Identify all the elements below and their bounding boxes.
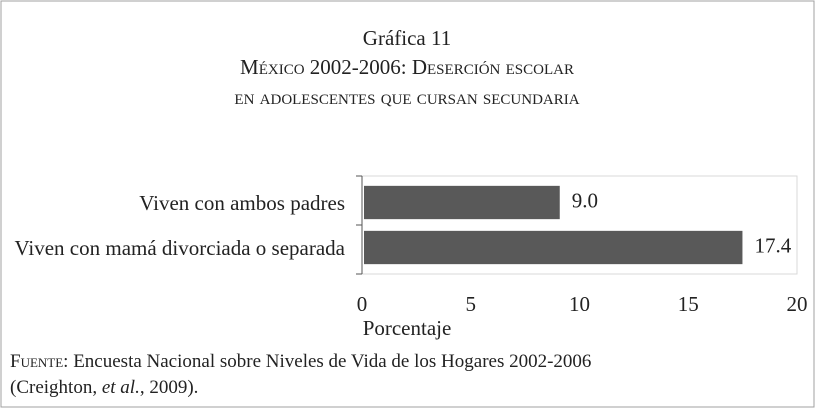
data-label: 17.4: [754, 233, 791, 257]
x-tick-label: 15: [678, 292, 699, 316]
x-tick-label: 10: [569, 292, 590, 316]
x-tick-label: 20: [787, 292, 808, 316]
chart-title: Gráfica 11: [363, 26, 451, 50]
source-text: , 2009).: [140, 377, 199, 398]
source-text: et al.: [102, 377, 140, 398]
y-tick-label: Viven con ambos padres: [139, 190, 345, 215]
y-tick-label-box: Viven con mamá divorciada o separada: [0, 218, 345, 278]
y-tick-label-box: Viven con ambos padres: [0, 173, 345, 233]
bar: [364, 230, 743, 265]
bar: [364, 185, 560, 220]
chart-subtitle: en adolescentes que cursan secundaria: [234, 85, 579, 109]
source-label: Fuente: [10, 351, 63, 372]
data-label: 9.0: [572, 188, 598, 212]
source-note: Fuente: Encuesta Nacional sobre Niveles …: [10, 351, 591, 372]
source-text: : Encuesta Nacional sobre Niveles de Vid…: [63, 351, 591, 372]
x-tick-label: 5: [466, 292, 477, 316]
source-text: (Creighton,: [10, 377, 102, 398]
source-note: (Creighton, et al., 2009).: [10, 377, 198, 398]
y-tick-label: Viven con mamá divorciada o separada: [14, 235, 345, 260]
chart-subtitle: México 2002-2006: Deserción escolar: [240, 55, 574, 79]
x-axis-label: Porcentaje: [363, 316, 452, 340]
x-tick-label: 0: [357, 292, 368, 316]
